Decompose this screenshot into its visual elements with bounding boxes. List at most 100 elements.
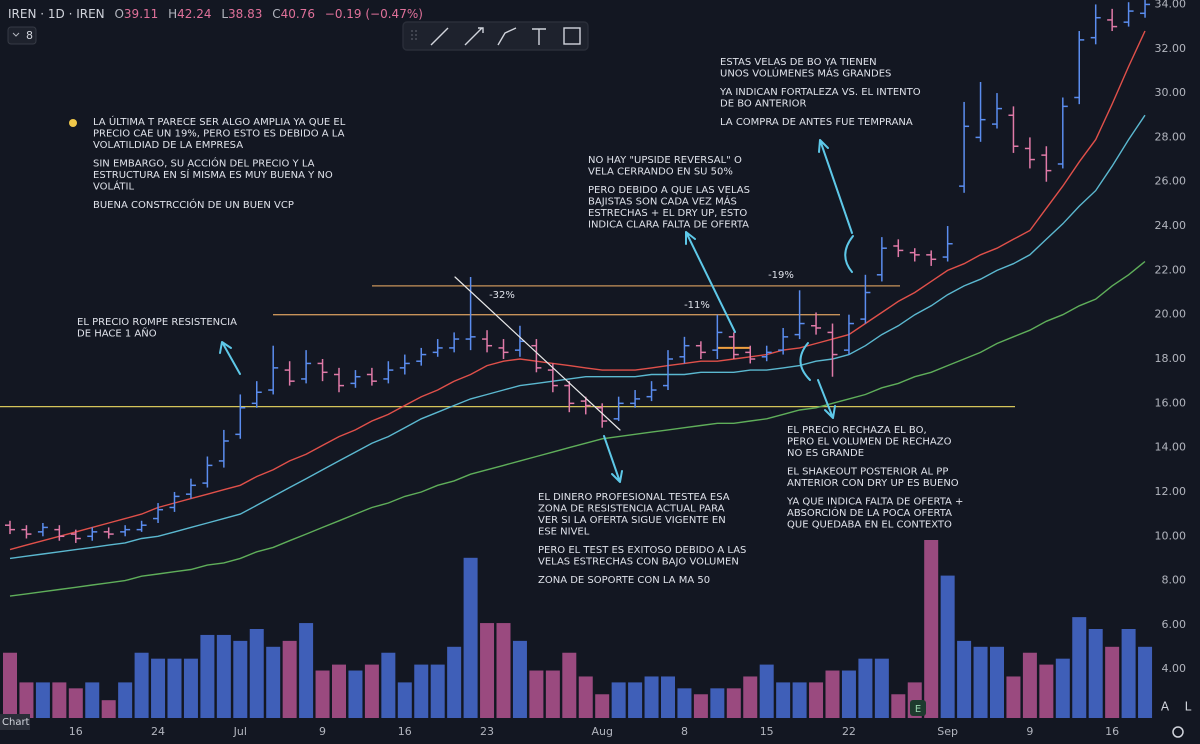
- volume-bar: [792, 682, 807, 718]
- change: −0.19 (−0.47%): [325, 7, 423, 21]
- x-tick-label: 9: [319, 725, 326, 738]
- annotation-line: VOLATILDIAD DE LA EMPRESA: [93, 140, 243, 151]
- field-key: H: [168, 7, 177, 21]
- chart-tab[interactable]: [0, 714, 30, 730]
- volume-bar: [759, 664, 774, 718]
- x-tick-label: 24: [151, 725, 165, 738]
- annotation-line: YA INDICAN FORTALEZA VS. EL INTENTO: [719, 87, 921, 98]
- arrow: [603, 435, 623, 483]
- annotation-line: ESE NIVEL: [538, 527, 590, 538]
- volume-bar: [776, 682, 791, 718]
- x-tick-label: Aug: [591, 725, 612, 738]
- tool-line[interactable]: [430, 27, 449, 46]
- log-button[interactable]: L: [1185, 700, 1192, 714]
- annotation-line: ANTERIOR CON DRY UP ES BUENO: [787, 478, 959, 489]
- settings[interactable]: [1172, 726, 1184, 738]
- y-tick-label: 6.00: [1162, 618, 1187, 631]
- volume-bar: [85, 682, 100, 718]
- x-tick-label: 15: [760, 725, 774, 738]
- tool-path[interactable]: [497, 27, 517, 46]
- arrow: [219, 341, 241, 375]
- volume-bar: [1022, 652, 1037, 718]
- volume-bar: [496, 623, 511, 718]
- annotation-line: SIN EMBARGO, SU ACCIÓN DEL PRECIO Y LA: [93, 157, 315, 170]
- legend: IREN · 1D · IREN O39.11 H42.24 L38.83 C4…: [8, 7, 423, 21]
- x-tick-label: 23: [480, 725, 494, 738]
- volume-bar: [1039, 664, 1054, 718]
- moving-average: [9, 30, 1146, 551]
- volume-bar: [266, 646, 281, 718]
- volume-bar: [595, 694, 610, 718]
- volume-bar: [644, 676, 659, 718]
- volume-bar: [973, 646, 988, 718]
- arrow: [685, 231, 736, 333]
- volume-bar: [216, 634, 231, 718]
- annotation-line: ESTRECHAS + EL DRY UP, ESTO: [588, 208, 747, 219]
- volume-bar: [1072, 617, 1087, 718]
- annotation-line: VER SI LA OFERTA SIGUE VIGENTE EN: [538, 515, 726, 526]
- indicator-toggle[interactable]: 8: [7, 26, 37, 45]
- y-tick-label: 34.00: [1155, 0, 1187, 10]
- annotation-line: VOLÁTIL: [93, 180, 134, 193]
- x-tick-label: Jul: [233, 725, 247, 738]
- volume-bar: [35, 682, 50, 718]
- volume-bar: [809, 682, 824, 718]
- volume-bar: [463, 557, 478, 718]
- volume-bar: [743, 676, 758, 718]
- volume-bar: [924, 540, 939, 718]
- auto-button[interactable]: A: [1161, 700, 1170, 714]
- indicator-count: 8: [26, 29, 33, 42]
- level-layer: [0, 285, 1015, 408]
- chevron: [12, 32, 20, 37]
- annotation-line: ABSORCIÓN DE LA POCA OFERTA: [787, 506, 952, 519]
- y-tick-label: 8.00: [1162, 574, 1187, 587]
- volume-bar: [1138, 646, 1153, 718]
- annotation-line: YA QUE INDICA FALTA DE OFERTA +: [786, 497, 963, 508]
- field-value: 39.11: [124, 7, 158, 21]
- annotation-line: DE HACE 1 AÑO: [77, 327, 157, 340]
- earnings-badge[interactable]: [910, 700, 926, 716]
- volume-bar: [693, 694, 708, 718]
- annotation-line: PERO EL TEST ES EXITOSO DEBIDO A LAS: [538, 545, 746, 556]
- volume-bar: [825, 670, 840, 718]
- annotation-line: EL DINERO PROFESIONAL TESTEA ESA: [538, 492, 730, 503]
- volume-bar: [332, 664, 346, 718]
- volume-bar: [118, 682, 133, 718]
- field-key: O: [114, 7, 123, 21]
- volume-bar: [611, 682, 626, 718]
- volume-bar: [1006, 676, 1021, 718]
- tool-text[interactable]: [532, 28, 546, 45]
- y-tick-label: 20.00: [1155, 308, 1187, 321]
- annotation-line: ESTAS VELAS DE BO YA TIENEN: [720, 57, 877, 68]
- annotation-line: ZONA DE SOPORTE CON LA MA 50: [538, 575, 710, 586]
- volume-bar: [661, 676, 675, 718]
- percent-label: -32%: [489, 290, 515, 301]
- volume-bar: [562, 652, 577, 718]
- volume-bar: [183, 658, 198, 718]
- volume-bar: [167, 658, 182, 718]
- x-tick-label: 16: [1105, 725, 1119, 738]
- tool-arrow[interactable]: [464, 27, 484, 46]
- tool-rect[interactable]: [563, 27, 581, 45]
- moving-average: [9, 260, 1146, 597]
- grip: [411, 30, 417, 42]
- toggle-box[interactable]: [7, 26, 37, 45]
- volume-bar: [841, 670, 856, 718]
- volume-bar: [858, 658, 873, 718]
- volume-bar: [200, 634, 215, 718]
- volume-bar: [68, 688, 83, 718]
- y-tick-label: 16.00: [1155, 396, 1187, 409]
- earnings-label[interactable]: E: [915, 704, 921, 715]
- bar-layer: [5, 0, 1151, 543]
- x-tick-label: 22: [842, 725, 856, 738]
- volume-bar: [990, 646, 1004, 718]
- annotation-line: NO HAY "UPSIDE REVERSAL" O: [588, 155, 742, 166]
- volume-bar: [447, 646, 462, 718]
- percent-label: -11%: [684, 300, 710, 311]
- chart-tab-label[interactable]: Chart: [2, 717, 30, 728]
- arrow: [817, 379, 836, 419]
- annotation-line: BUENA CONSTRCCIÓN DE UN BUEN VCP: [93, 198, 294, 211]
- annotation-line: QUE QUEDABA EN EL CONTEXTO: [787, 520, 952, 531]
- volume-bar: [315, 670, 330, 718]
